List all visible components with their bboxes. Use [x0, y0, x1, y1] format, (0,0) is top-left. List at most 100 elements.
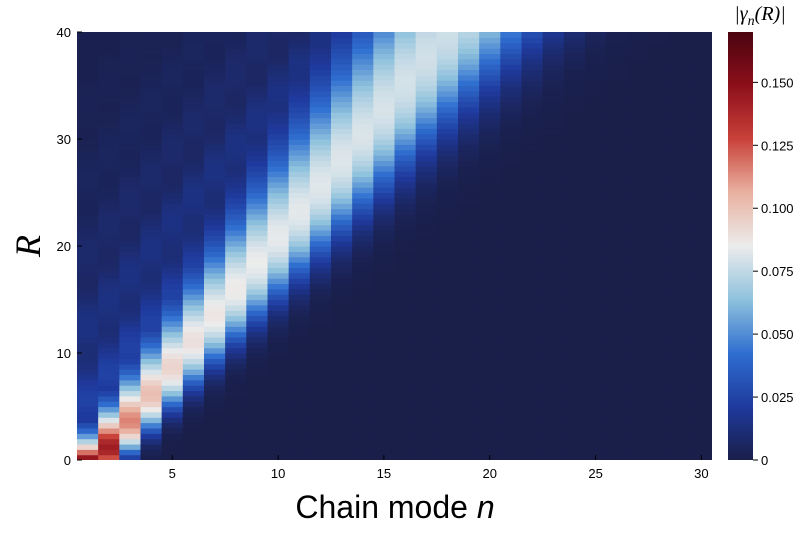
- heatmap-cell: [373, 90, 396, 97]
- heatmap-cell: [98, 315, 120, 322]
- heatmap-cell: [119, 331, 142, 338]
- heatmap-cell: [352, 422, 374, 429]
- heatmap-cell: [182, 80, 205, 87]
- heatmap-cell: [119, 213, 142, 220]
- heatmap-cell: [77, 74, 99, 81]
- heatmap-cell: [331, 181, 353, 188]
- heatmap-cell: [627, 112, 650, 119]
- heatmap-cell: [246, 256, 269, 263]
- heatmap-cell: [246, 369, 269, 375]
- heatmap-cell: [77, 176, 99, 183]
- heatmap-cell: [77, 390, 99, 397]
- heatmap-cell: [479, 256, 501, 263]
- heatmap-cell: [500, 197, 523, 204]
- heatmap-cell: [479, 208, 501, 215]
- heatmap-cell: [394, 438, 417, 445]
- heatmap-cell: [585, 443, 607, 450]
- heatmap-cell: [648, 235, 671, 242]
- heatmap-cell: [98, 32, 120, 38]
- heatmap-cell: [521, 251, 544, 258]
- heatmap-cell: [415, 37, 438, 44]
- heatmap-cell: [267, 160, 290, 167]
- heatmap-cell: [500, 101, 523, 108]
- heatmap-cell: [648, 112, 671, 119]
- heatmap-cell: [606, 85, 628, 92]
- heatmap-cell: [479, 443, 501, 450]
- heatmap-cell: [98, 160, 120, 167]
- heatmap-cell: [690, 74, 712, 81]
- heatmap-cell: [309, 294, 332, 301]
- heatmap-cell: [288, 240, 311, 247]
- heatmap-cell: [563, 96, 586, 103]
- heatmap-cell: [690, 288, 712, 295]
- heatmap-cell: [161, 379, 184, 386]
- heatmap-cell: [436, 117, 459, 124]
- heatmap-cell: [309, 454, 332, 460]
- heatmap-cell: [352, 358, 374, 365]
- heatmap-cell: [373, 256, 396, 263]
- heatmap-cell: [585, 417, 607, 424]
- heatmap-cell: [182, 133, 205, 140]
- heatmap-cell: [77, 256, 99, 263]
- heatmap-cell: [246, 197, 269, 204]
- heatmap-cell: [542, 106, 565, 113]
- heatmap-cell: [436, 390, 459, 397]
- heatmap-cell: [394, 251, 417, 258]
- heatmap-cell: [352, 213, 374, 220]
- heatmap-cell: [119, 358, 142, 365]
- heatmap-cell: [563, 48, 586, 54]
- heatmap-cell: [542, 433, 565, 440]
- heatmap-cell: [394, 326, 417, 333]
- heatmap-cell: [479, 342, 501, 349]
- heatmap-cell: [479, 58, 501, 65]
- heatmap-cell: [542, 358, 565, 365]
- heatmap-cell: [500, 374, 523, 381]
- heatmap-cell: [98, 379, 120, 386]
- heatmap-cell: [182, 272, 205, 279]
- heatmap-cell: [98, 106, 120, 113]
- heatmap-cell: [436, 363, 459, 370]
- heatmap-cell: [542, 160, 565, 167]
- heatmap-cell: [267, 374, 290, 381]
- heatmap-cell: [352, 128, 374, 135]
- heatmap-cell: [627, 443, 650, 450]
- heatmap-cell: [648, 369, 671, 375]
- heatmap-cell: [606, 262, 628, 268]
- heatmap-cell: [394, 155, 417, 161]
- heatmap-cell: [627, 42, 650, 49]
- heatmap-cell: [77, 379, 99, 386]
- heatmap-cell: [606, 369, 628, 375]
- heatmap-cell: [585, 213, 607, 220]
- heatmap-cell: [246, 433, 269, 440]
- heatmap-cell: [225, 251, 247, 258]
- heatmap-cell: [669, 74, 692, 81]
- heatmap-cell: [182, 203, 205, 210]
- heatmap-cell: [479, 278, 501, 285]
- heatmap-cell: [140, 246, 163, 252]
- heatmap-cell: [415, 288, 438, 295]
- heatmap-cell: [77, 224, 99, 231]
- heatmap-cell: [161, 85, 184, 92]
- heatmap-cell: [563, 262, 586, 268]
- heatmap-cell: [246, 320, 269, 327]
- heatmap-cell: [98, 96, 120, 103]
- heatmap-cell: [246, 283, 269, 290]
- heatmap-cell: [331, 251, 353, 258]
- heatmap-cell: [182, 64, 205, 71]
- heatmap-cell: [267, 315, 290, 322]
- heatmap-cell: [458, 64, 480, 71]
- heatmap-cell: [669, 69, 692, 76]
- heatmap-cell: [373, 288, 396, 295]
- heatmap-cell: [182, 401, 205, 408]
- heatmap-cell: [415, 385, 438, 392]
- heatmap-cell: [394, 80, 417, 87]
- heatmap-cell: [204, 106, 226, 113]
- heatmap-cell: [394, 379, 417, 386]
- heatmap-cell: [182, 90, 205, 97]
- heatmap-cell: [288, 358, 311, 365]
- heatmap-cell: [119, 240, 142, 247]
- heatmap-cell: [267, 106, 290, 113]
- heatmap-cell: [648, 406, 671, 413]
- heatmap-cell: [415, 96, 438, 103]
- heatmap-cell: [394, 219, 417, 226]
